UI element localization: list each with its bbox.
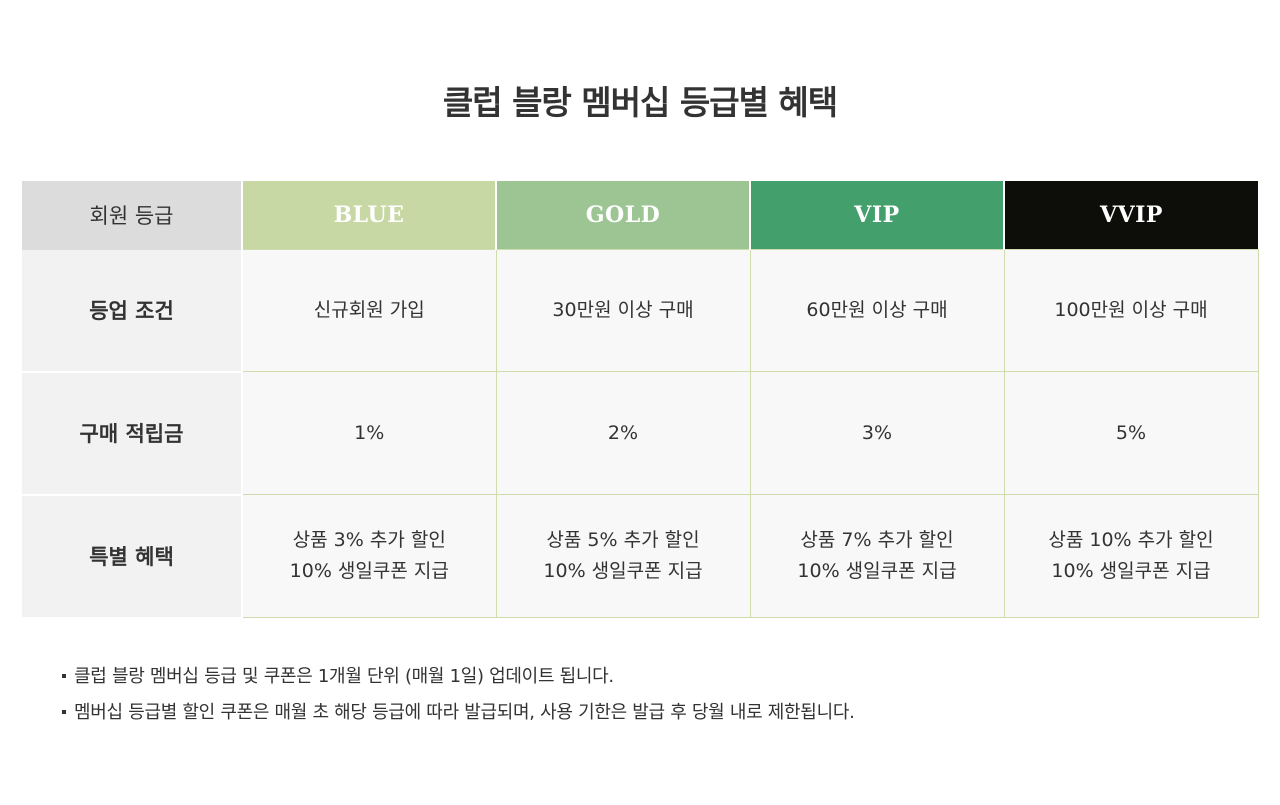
cell-points-vip: 3% [749,371,1005,495]
cell-special-gold: 상품 5% 추가 할인 10% 생일쿠폰 지급 [495,494,751,618]
row-label-upgrade-condition: 등업 조건 [22,249,243,373]
table-row-upgrade-condition: 등업 조건 신규회원 가입 30만원 이상 구매 60만원 이상 구매 100만… [22,249,1259,373]
membership-benefits-table: 회원 등급 BLUE GOLD VIP VVIP 등업 조건 신규회원 가입 3… [22,181,1259,619]
cell-special-vvip: 상품 10% 추가 할인 10% 생일쿠폰 지급 [1003,494,1259,618]
cell-points-vvip: 5% [1003,371,1259,495]
cell-condition-vvip: 100만원 이상 구매 [1003,249,1259,372]
page-title: 클럽 블랑 멤버십 등급별 혜택 [442,83,838,122]
cell-condition-gold: 30만원 이상 구매 [495,249,751,372]
bullet-square-icon [62,674,66,678]
note-item: 멤버십 등급별 할인 쿠폰은 매월 초 해당 등급에 따라 발급되며, 사용 기… [62,695,855,731]
row-label-purchase-points: 구매 적립금 [22,371,243,496]
tier-header-blue: BLUE [242,181,497,250]
note-text: 클럽 블랑 멤버십 등급 및 쿠폰은 1개월 단위 (매월 1일) 업데이트 됩… [74,666,614,687]
cell-points-gold: 2% [495,371,751,495]
tier-header-vip: VIP [750,181,1005,250]
bullet-square-icon [62,710,66,714]
cell-special-vip: 상품 7% 추가 할인 10% 생일쿠폰 지급 [749,494,1005,618]
header-label-member-grade: 회원 등급 [22,181,243,250]
table-row-special-benefits: 특별 혜택 상품 3% 추가 할인 10% 생일쿠폰 지급 상품 5% 추가 할… [22,494,1259,619]
tier-header-gold: GOLD [496,181,751,250]
tier-header-vvip: VVIP [1004,181,1258,250]
cell-condition-blue: 신규회원 가입 [241,249,497,372]
table-header-row: 회원 등급 BLUE GOLD VIP VVIP [22,181,1258,250]
row-label-special-benefits: 특별 혜택 [22,494,243,619]
cell-points-blue: 1% [241,371,497,495]
note-item: 클럽 블랑 멤버십 등급 및 쿠폰은 1개월 단위 (매월 1일) 업데이트 됩… [62,659,855,695]
notes-list: 클럽 블랑 멤버십 등급 및 쿠폰은 1개월 단위 (매월 1일) 업데이트 됩… [62,659,855,731]
cell-special-blue: 상품 3% 추가 할인 10% 생일쿠폰 지급 [241,494,497,618]
cell-condition-vip: 60만원 이상 구매 [749,249,1005,372]
note-text: 멤버십 등급별 할인 쿠폰은 매월 초 해당 등급에 따라 발급되며, 사용 기… [74,702,855,723]
table-row-purchase-points: 구매 적립금 1% 2% 3% 5% [22,371,1259,496]
